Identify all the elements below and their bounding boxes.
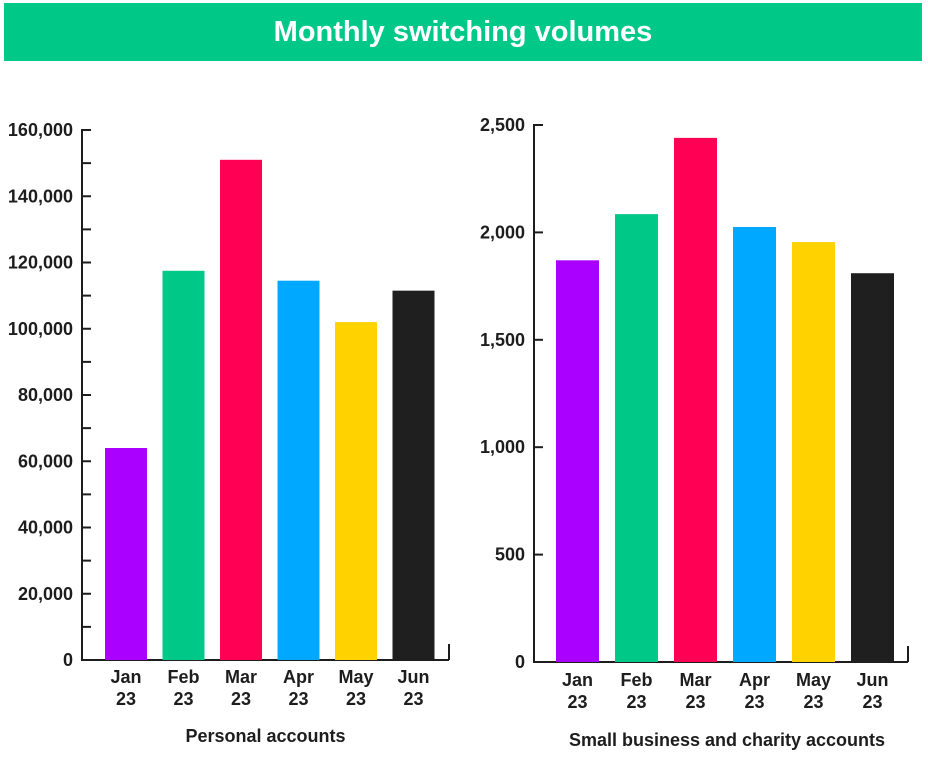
- chart0-y-tick-label: 140,000: [8, 186, 73, 206]
- chart0-x-tick-label: Feb 23: [167, 667, 199, 709]
- chart1-bar: [615, 214, 658, 662]
- chart0-x-tick-label: Jan 23: [110, 667, 141, 709]
- chart0-y-tick-label: 120,000: [8, 253, 73, 273]
- chart1-bar: [792, 242, 835, 663]
- chart0-y-tick-label: 80,000: [18, 385, 73, 405]
- chart1-x-tick-label: Feb 23: [620, 670, 652, 712]
- chart0-y-tick-label: 20,000: [18, 584, 73, 604]
- chart0-bar: [335, 322, 377, 660]
- page-title: Monthly switching volumes: [273, 15, 653, 48]
- chart0-x-tick-label: Mar 23: [225, 667, 257, 709]
- chart1-y-tick-label: 2,500: [480, 115, 525, 135]
- chart1-bar: [674, 137, 717, 662]
- chart1-x-tick-label: May 23: [796, 670, 831, 712]
- chart0-bar: [277, 280, 320, 660]
- chart1-x-axis-label: Small business and charity accounts: [569, 730, 885, 750]
- chart0-y-tick-label: 0: [63, 650, 73, 670]
- chart1-y-tick-label: 1,000: [480, 437, 525, 457]
- chart1-x-tick-label: Mar 23: [679, 670, 711, 712]
- chart0-y-tick-label: 100,000: [8, 319, 73, 339]
- chart1-bar: [851, 273, 894, 662]
- chart1-bar: [556, 260, 599, 662]
- chart1-y-tick-label: 500: [495, 545, 525, 565]
- chart1-x-tick-label: Apr 23: [739, 670, 770, 712]
- chart1-y-tick-label: 2,000: [480, 222, 525, 242]
- chart0-bar: [105, 448, 147, 660]
- chart1-y-tick-label: 0: [515, 652, 525, 672]
- chart0-bar: [392, 290, 435, 660]
- chart0-y-tick-label: 40,000: [18, 518, 73, 538]
- chart0-bar: [220, 159, 262, 660]
- chart1-y-tick-label: 1,500: [480, 330, 525, 350]
- chart1-x-tick-label: Jan 23: [562, 670, 593, 712]
- chart1-bar: [733, 227, 776, 662]
- chart0-y-tick-label: 160,000: [8, 120, 73, 140]
- title-banner: Monthly switching volumes: [4, 3, 922, 61]
- chart0-x-tick-label: Apr 23: [283, 667, 314, 709]
- chart0-x-tick-label: Jun 23: [397, 667, 429, 709]
- chart0-y-tick-label: 60,000: [18, 451, 73, 471]
- chart0-x-tick-label: May 23: [338, 667, 373, 709]
- chart0-bar: [162, 270, 205, 660]
- chart0-x-axis-label: Personal accounts: [185, 726, 345, 746]
- chart1-x-tick-label: Jun 23: [856, 670, 888, 712]
